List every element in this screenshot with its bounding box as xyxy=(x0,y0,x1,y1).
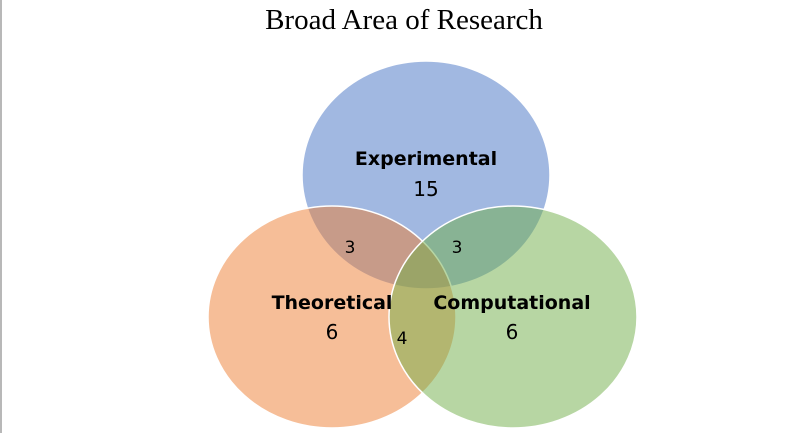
computational-label: Computational xyxy=(433,292,590,314)
computational-circle xyxy=(388,205,638,429)
diagram-title: Broad Area of Research xyxy=(265,4,543,36)
experimental-computational-count: 3 xyxy=(452,238,463,258)
experimental-theoretical-count: 3 xyxy=(345,238,356,258)
theoretical-count: 6 xyxy=(326,320,339,344)
left-border xyxy=(0,0,2,433)
experimental-count: 15 xyxy=(413,177,438,201)
computational-count: 6 xyxy=(506,320,519,344)
theoretical-label: Theoretical xyxy=(272,292,393,314)
theoretical-computational-count: 4 xyxy=(397,329,408,349)
experimental-label: Experimental xyxy=(355,148,497,170)
